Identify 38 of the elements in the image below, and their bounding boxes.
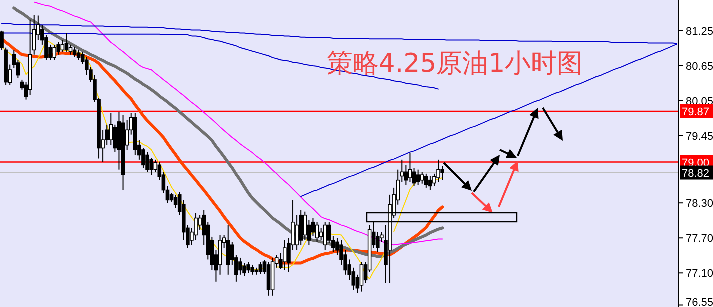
candlestick	[408, 152, 412, 183]
candlestick	[64, 32, 69, 52]
candlestick	[68, 44, 73, 56]
y-tick-label: 77.70	[686, 233, 713, 246]
candlestick	[250, 264, 255, 276]
candlestick	[412, 168, 416, 187]
candlestick	[436, 159, 440, 183]
candlestick	[424, 173, 428, 188]
ref-line-label: 78.82	[682, 168, 710, 180]
candlestick	[428, 176, 432, 191]
candlestick	[246, 262, 250, 274]
y-tick-label: 77.10	[686, 268, 713, 280]
candlestick	[194, 212, 198, 241]
candlestick	[52, 44, 56, 61]
candlestick	[440, 166, 444, 181]
candlestick	[72, 46, 77, 58]
candlestick	[323, 222, 328, 251]
candlestick	[360, 262, 364, 292]
candlestick	[315, 222, 320, 243]
y-tick-label: 78.30	[686, 198, 713, 210]
candlestick	[76, 50, 81, 61]
candlestick	[113, 124, 118, 153]
y-tick-label: 79.45	[686, 130, 713, 143]
candlestick	[258, 262, 263, 275]
candlestick	[60, 40, 65, 52]
y-tick-label: 80.65	[686, 60, 713, 73]
candlestick	[146, 152, 150, 173]
candlestick	[238, 257, 242, 276]
ref-line-label: 79.87	[682, 106, 710, 118]
candlestick	[283, 240, 287, 271]
candlestick	[174, 194, 178, 209]
candlestick	[420, 172, 424, 184]
y-tick-label: 81.25	[686, 26, 713, 38]
candlestick	[303, 211, 308, 241]
y-tick-label: 76.55	[686, 297, 713, 307]
candlestick	[150, 158, 154, 176]
candlestick	[416, 169, 420, 186]
candlestick	[311, 218, 316, 237]
